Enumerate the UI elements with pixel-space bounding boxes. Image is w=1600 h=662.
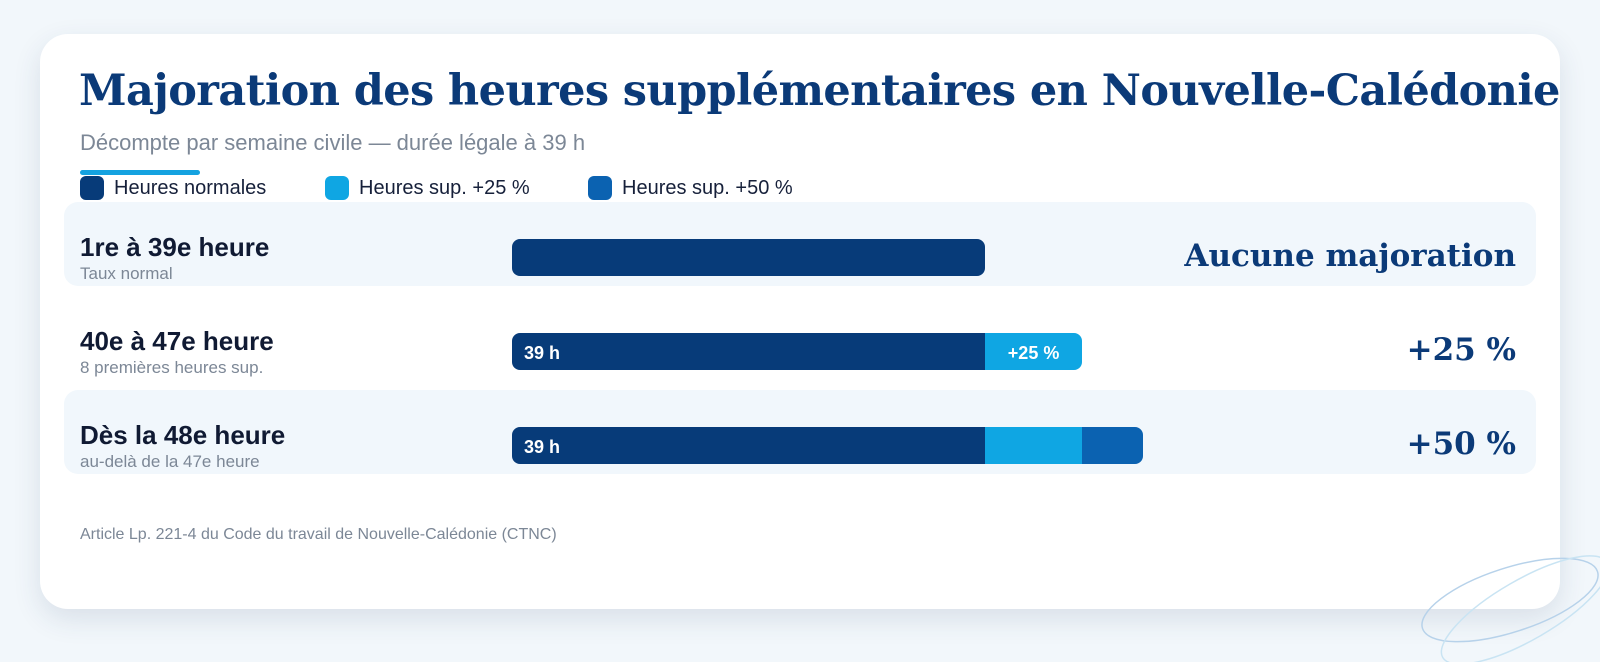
bar-overtime-25 <box>985 427 1083 464</box>
bar-segment-label: 39 h <box>524 343 561 363</box>
bar-track: 39 h +25 % <box>512 333 1412 370</box>
legend-swatch-normal <box>80 176 104 200</box>
row-label: 40e à 47e heure <box>80 326 274 356</box>
chart-title: Majoration des heures supplémentaires en… <box>79 66 1560 116</box>
legend-label-sup25: Heures sup. +25 % <box>359 176 530 199</box>
chart-card: Majoration des heures supplémentaires en… <box>40 34 1560 609</box>
chart-subtitle: Décompte par semaine civile — durée léga… <box>80 130 586 155</box>
legend-item-normal: Heures normales <box>80 176 266 200</box>
ornament-ellipse <box>1440 555 1600 662</box>
bar-normal-hours <box>512 333 986 370</box>
legend-label-normal: Heures normales <box>114 176 267 199</box>
chart-row-overtime-25: 40e à 47e heure 8 premières heures sup. … <box>64 296 1536 380</box>
row-label: Dès la 48e heure <box>80 420 286 450</box>
decorative-ellipses <box>1421 555 1600 662</box>
bar-overtime-25 <box>985 333 1083 370</box>
row-value-label: Aucune majoration <box>1184 238 1516 274</box>
bar-track: 39 h <box>512 427 1412 464</box>
row-sublabel: Taux normal <box>80 264 173 283</box>
chart-row-normal-hours: 1re à 39e heure Taux normal Aucune major… <box>64 202 1536 286</box>
row-sublabel: au-delà de la 47e heure <box>80 452 260 471</box>
bar-segment-label: 39 h <box>524 437 561 457</box>
legend-label-sup50: Heures sup. +50 % <box>622 176 793 199</box>
bar-normal-hours <box>512 239 986 276</box>
legend-item-sup50: Heures sup. +50 % <box>588 176 793 200</box>
row-value-label: +50 % <box>1406 426 1516 462</box>
bar-overtime-50 <box>1082 427 1143 464</box>
row-label: 1re à 39e heure <box>80 232 270 262</box>
ornament-ellipse <box>1421 557 1599 643</box>
bar-normal-hours <box>512 427 986 464</box>
title-accent-line <box>80 170 200 175</box>
legend-item-sup25: Heures sup. +25 % <box>325 176 530 200</box>
bar-segment-label: +25 % <box>1007 343 1060 363</box>
legend-swatch-sup50 <box>588 176 612 200</box>
legend-swatch-sup25 <box>325 176 349 200</box>
bar-track <box>512 239 1412 276</box>
row-sublabel: 8 premières heures sup. <box>80 358 264 377</box>
source-footnote: Article Lp. 221-4 du Code du travail de … <box>80 526 557 543</box>
chart-row-overtime-50: Dès la 48e heure au-delà de la 47e heure… <box>64 390 1536 474</box>
row-value-label: +25 % <box>1406 332 1516 368</box>
